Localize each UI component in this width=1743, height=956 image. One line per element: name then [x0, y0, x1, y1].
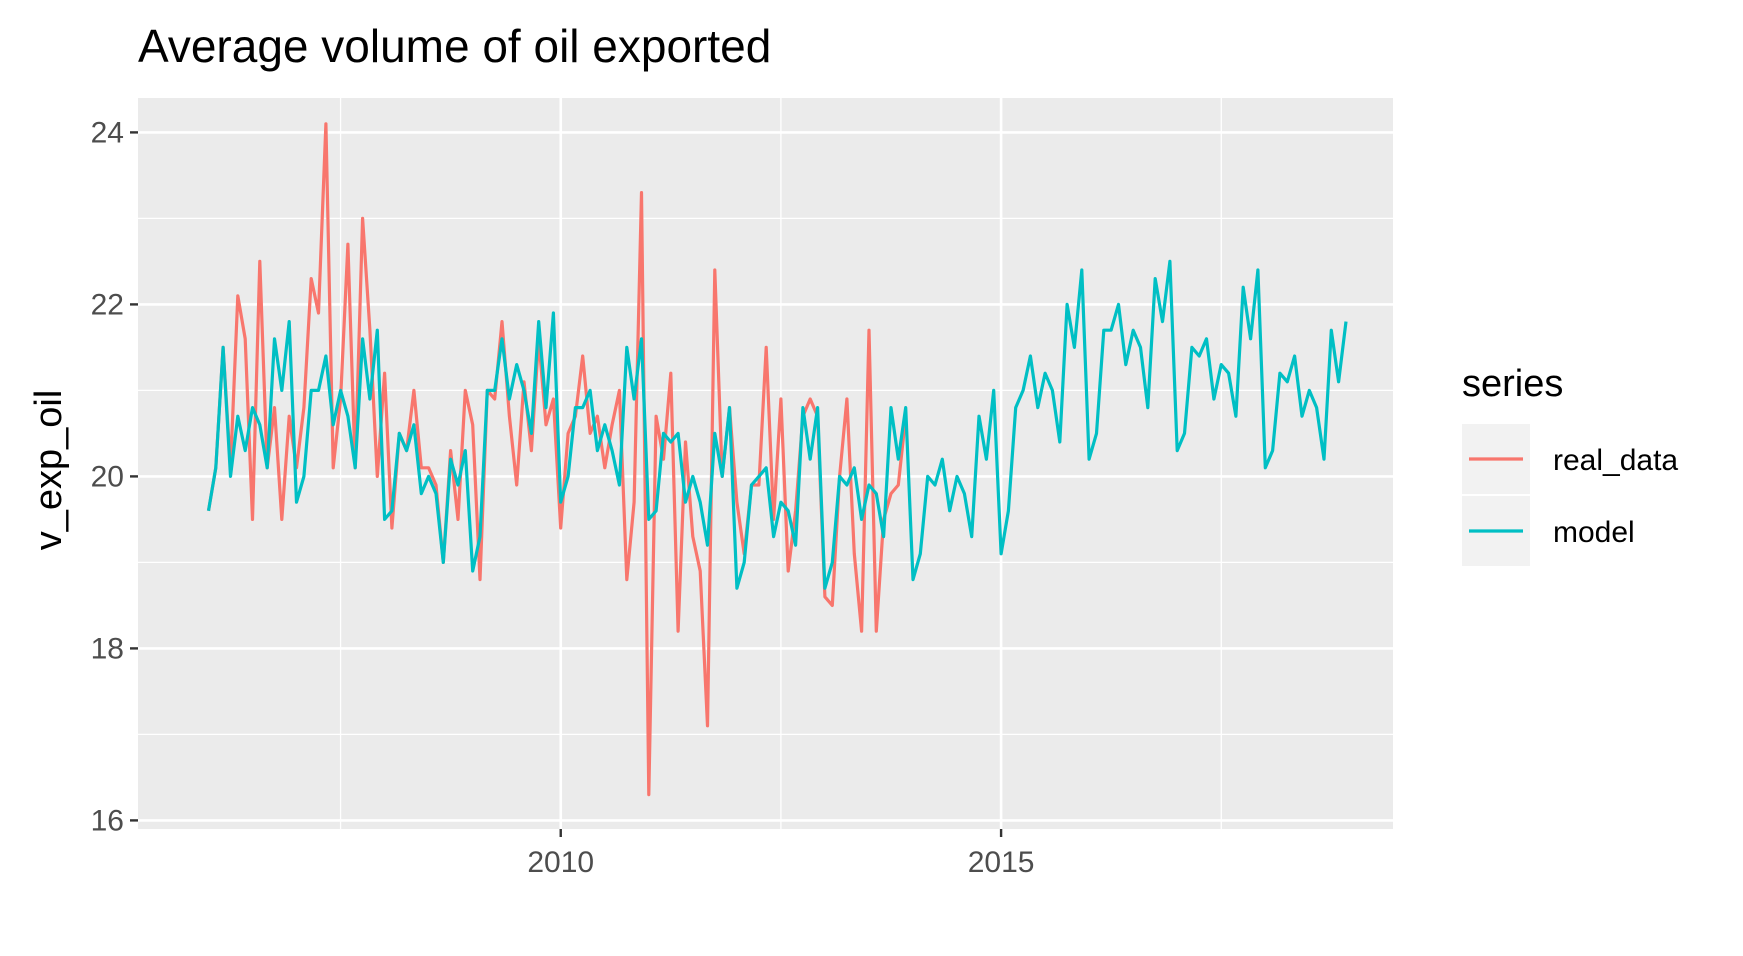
y-tick-label: 24	[91, 116, 124, 149]
x-tick-label: 2015	[968, 846, 1035, 879]
x-tick-label: 2010	[527, 846, 594, 879]
y-axis-title: v_exp_oil	[28, 390, 70, 551]
legend-label-real_data: real_data	[1553, 444, 1678, 477]
y-tick-label: 16	[91, 804, 124, 837]
series-line-real_data	[206, 122, 908, 797]
y-axis: 16 18 20 22 24	[91, 116, 138, 837]
chart-title: Average volume of oil exported	[138, 20, 771, 72]
legend-title: series	[1462, 363, 1563, 405]
y-tick-label: 20	[91, 460, 124, 493]
grid-major	[138, 98, 1393, 829]
plot-panel	[138, 98, 1393, 829]
x-axis: 2010 2015	[527, 829, 1034, 879]
y-tick-label: 18	[91, 632, 124, 665]
legend-label-model: model	[1553, 516, 1635, 549]
y-tick-label: 22	[91, 288, 124, 321]
series-lines	[206, 122, 1348, 797]
series-line-model	[206, 259, 1348, 590]
